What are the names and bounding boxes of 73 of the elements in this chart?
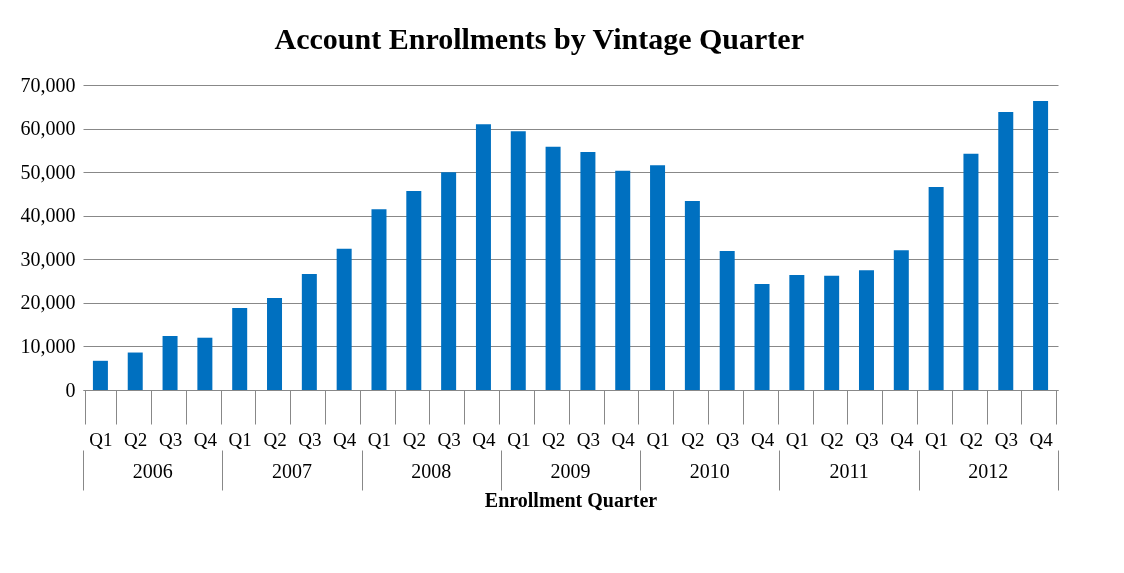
x-tick-label: Q2 <box>681 428 705 450</box>
y-tick-label: 20,000 <box>20 291 76 314</box>
x-tick-label: Q1 <box>507 428 531 450</box>
bar <box>441 172 457 390</box>
text: 2010 <box>689 460 730 482</box>
text: 2006 <box>132 460 173 482</box>
x-tick-label: Q2 <box>263 428 287 450</box>
bar <box>475 124 491 390</box>
x-tick-label: Q3 <box>437 428 461 450</box>
x-tick-label: Q3 <box>994 428 1018 450</box>
x-tick-label: Q3 <box>716 428 740 450</box>
x-tick-label: Q3 <box>158 428 183 450</box>
bar <box>998 112 1014 390</box>
x-tick-label: Q4 <box>750 428 775 450</box>
bar <box>232 308 248 390</box>
x-tick-label: Q2 <box>402 428 426 450</box>
x-tick-label: Q1 <box>89 428 113 450</box>
text: 2009 <box>550 460 591 482</box>
bar <box>406 190 422 390</box>
bar <box>92 360 108 390</box>
bar <box>197 337 213 390</box>
bar <box>893 250 909 390</box>
bar <box>371 209 387 390</box>
bar <box>963 153 979 390</box>
x-tick-label: Q4 <box>611 428 636 450</box>
bar <box>684 200 700 390</box>
x-tick-label: Q1 <box>228 428 252 450</box>
y-tick-label: 10,000 <box>20 334 76 357</box>
bar <box>719 251 735 390</box>
x-tick-label: Q3 <box>576 428 601 450</box>
bar <box>754 284 770 390</box>
x-tick-label: Q4 <box>1029 428 1054 450</box>
x-tick-label: Q1 <box>925 428 949 450</box>
text: 2007 <box>271 460 312 482</box>
y-tick-label: 0 <box>65 378 76 401</box>
x-tick-label: Q2 <box>541 428 566 450</box>
bar <box>545 146 561 390</box>
x-tick-label: Q3 <box>855 428 879 450</box>
bar <box>615 170 631 390</box>
bar <box>162 335 178 390</box>
x-tick-label: Q4 <box>472 428 497 450</box>
bar <box>301 274 317 390</box>
bar <box>824 275 840 390</box>
chart-title: Account Enrollments by Vintage Quarter <box>274 22 804 55</box>
x-tick-label: Q4 <box>193 428 218 450</box>
x-tick-label: Q2 <box>124 428 148 450</box>
bar <box>858 270 874 390</box>
bar <box>1033 101 1049 390</box>
text: 2011 <box>829 460 869 482</box>
y-tick-label: 60,000 <box>20 117 76 140</box>
x-tick-label: Q1 <box>785 428 809 450</box>
bar <box>650 165 666 390</box>
bar <box>127 352 143 390</box>
bar <box>928 186 944 390</box>
y-tick-label: 40,000 <box>20 204 76 227</box>
x-tick-label: Q3 <box>298 428 322 450</box>
text: 2008 <box>411 460 452 482</box>
bar <box>336 248 352 390</box>
y-tick-label: 30,000 <box>20 247 76 270</box>
bar <box>510 131 526 390</box>
bar <box>267 298 283 390</box>
y-tick-label: 50,000 <box>20 160 76 183</box>
x-tick-label: Q4 <box>333 428 357 450</box>
x-tick-label: Q1 <box>646 428 670 450</box>
text: 2012 <box>968 460 1009 482</box>
x-tick-label: Q2 <box>959 428 984 450</box>
x-tick-label: Q2 <box>820 428 844 450</box>
x-tick-label: Q1 <box>367 428 392 450</box>
bar <box>789 274 805 390</box>
x-axis-title: Enrollment Quarter <box>484 489 658 511</box>
bar <box>580 152 596 390</box>
y-tick-label: 70,000 <box>20 73 76 96</box>
x-tick-label: Q4 <box>890 428 914 450</box>
